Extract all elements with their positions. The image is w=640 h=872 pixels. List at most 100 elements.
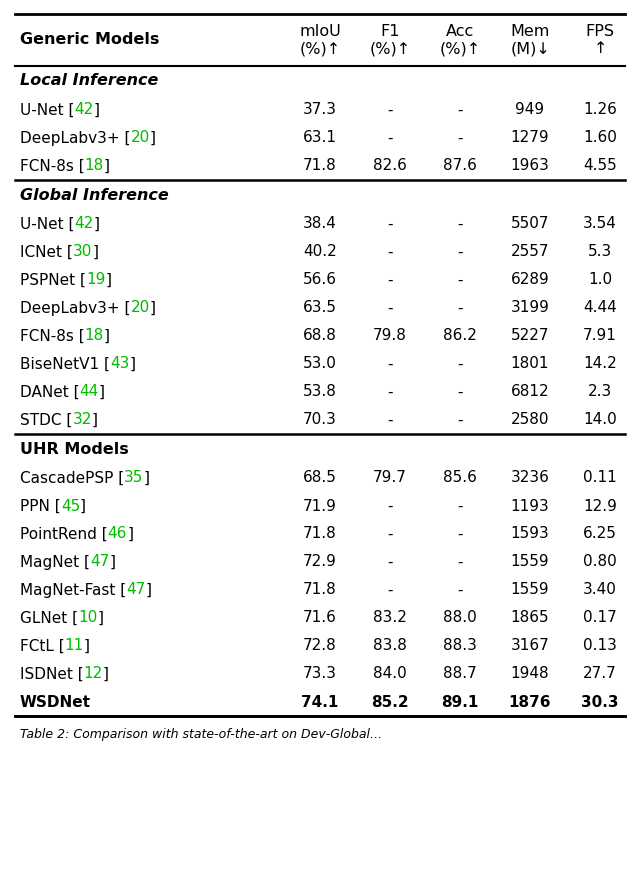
Text: ]: ] bbox=[103, 666, 109, 682]
Text: 3.54: 3.54 bbox=[583, 216, 617, 231]
Text: 43: 43 bbox=[110, 357, 129, 371]
Text: U-Net [: U-Net [ bbox=[20, 103, 74, 118]
Text: PSPNet [: PSPNet [ bbox=[20, 272, 86, 288]
Text: 71.8: 71.8 bbox=[303, 159, 337, 174]
Text: 70.3: 70.3 bbox=[303, 412, 337, 427]
Text: 47: 47 bbox=[90, 555, 109, 569]
Text: ]: ] bbox=[145, 582, 152, 597]
Text: 6.25: 6.25 bbox=[583, 527, 617, 542]
Text: -: - bbox=[457, 272, 463, 288]
Text: -: - bbox=[457, 385, 463, 399]
Text: -: - bbox=[387, 103, 393, 118]
Text: 4.55: 4.55 bbox=[583, 159, 617, 174]
Text: FCN-8s [: FCN-8s [ bbox=[20, 159, 84, 174]
Text: 30: 30 bbox=[73, 244, 92, 260]
Text: 1801: 1801 bbox=[511, 357, 549, 371]
Text: 85.6: 85.6 bbox=[443, 471, 477, 486]
Text: mIoU
(%)↑: mIoU (%)↑ bbox=[299, 24, 341, 56]
Text: -: - bbox=[387, 131, 393, 146]
Text: -: - bbox=[457, 244, 463, 260]
Text: 1.26: 1.26 bbox=[583, 103, 617, 118]
Text: 87.6: 87.6 bbox=[443, 159, 477, 174]
Text: Mem
(M)↓: Mem (M)↓ bbox=[510, 24, 550, 56]
Text: CascadePSP [: CascadePSP [ bbox=[20, 471, 124, 486]
Text: -: - bbox=[457, 412, 463, 427]
Text: 1.0: 1.0 bbox=[588, 272, 612, 288]
Text: 46: 46 bbox=[108, 527, 127, 542]
Text: 53.0: 53.0 bbox=[303, 357, 337, 371]
Text: 84.0: 84.0 bbox=[373, 666, 407, 682]
Text: 38.4: 38.4 bbox=[303, 216, 337, 231]
Text: 82.6: 82.6 bbox=[373, 159, 407, 174]
Text: 0.80: 0.80 bbox=[583, 555, 617, 569]
Text: 5507: 5507 bbox=[511, 216, 549, 231]
Text: ]: ] bbox=[150, 131, 156, 146]
Text: 10: 10 bbox=[78, 610, 97, 625]
Text: 18: 18 bbox=[84, 329, 104, 344]
Text: 68.5: 68.5 bbox=[303, 471, 337, 486]
Text: ]: ] bbox=[129, 357, 136, 371]
Text: 1193: 1193 bbox=[511, 499, 549, 514]
Text: F1
(%)↑: F1 (%)↑ bbox=[369, 24, 411, 56]
Text: 0.13: 0.13 bbox=[583, 638, 617, 653]
Text: -: - bbox=[387, 555, 393, 569]
Text: ]: ] bbox=[109, 555, 115, 569]
Text: 3236: 3236 bbox=[511, 471, 549, 486]
Text: 32: 32 bbox=[72, 412, 92, 427]
Text: ICNet [: ICNet [ bbox=[20, 244, 73, 260]
Text: -: - bbox=[387, 301, 393, 316]
Text: 1279: 1279 bbox=[511, 131, 549, 146]
Text: DANet [: DANet [ bbox=[20, 385, 79, 399]
Text: -: - bbox=[457, 527, 463, 542]
Text: ]: ] bbox=[104, 329, 110, 344]
Text: 83.8: 83.8 bbox=[373, 638, 407, 653]
Text: 63.5: 63.5 bbox=[303, 301, 337, 316]
Text: MagNet [: MagNet [ bbox=[20, 555, 90, 569]
Text: BiseNetV1 [: BiseNetV1 [ bbox=[20, 357, 110, 371]
Text: -: - bbox=[387, 385, 393, 399]
Text: FCtL [: FCtL [ bbox=[20, 638, 65, 653]
Text: 53.8: 53.8 bbox=[303, 385, 337, 399]
Text: 5.3: 5.3 bbox=[588, 244, 612, 260]
Text: Generic Models: Generic Models bbox=[20, 32, 159, 47]
Text: GLNet [: GLNet [ bbox=[20, 610, 78, 625]
Text: 4.44: 4.44 bbox=[583, 301, 617, 316]
Text: Local Inference: Local Inference bbox=[20, 73, 158, 88]
Text: -: - bbox=[457, 582, 463, 597]
Text: 30.3: 30.3 bbox=[581, 694, 619, 710]
Text: FCN-8s [: FCN-8s [ bbox=[20, 329, 84, 344]
Text: ]: ] bbox=[104, 159, 110, 174]
Text: 44: 44 bbox=[79, 385, 99, 399]
Text: -: - bbox=[457, 499, 463, 514]
Text: 1559: 1559 bbox=[511, 582, 549, 597]
Text: 18: 18 bbox=[84, 159, 104, 174]
Text: 0.17: 0.17 bbox=[583, 610, 617, 625]
Text: 1876: 1876 bbox=[509, 694, 551, 710]
Text: 1593: 1593 bbox=[511, 527, 549, 542]
Text: 12.9: 12.9 bbox=[583, 499, 617, 514]
Text: 73.3: 73.3 bbox=[303, 666, 337, 682]
Text: Acc
(%)↑: Acc (%)↑ bbox=[440, 24, 481, 56]
Text: 3.40: 3.40 bbox=[583, 582, 617, 597]
Text: 40.2: 40.2 bbox=[303, 244, 337, 260]
Text: ]: ] bbox=[80, 499, 86, 514]
Text: 56.6: 56.6 bbox=[303, 272, 337, 288]
Text: 74.1: 74.1 bbox=[301, 694, 339, 710]
Text: 7.91: 7.91 bbox=[583, 329, 617, 344]
Text: -: - bbox=[457, 103, 463, 118]
Text: ]: ] bbox=[93, 103, 100, 118]
Text: ]: ] bbox=[93, 216, 100, 231]
Text: 71.9: 71.9 bbox=[303, 499, 337, 514]
Text: 72.9: 72.9 bbox=[303, 555, 337, 569]
Text: 2580: 2580 bbox=[511, 412, 549, 427]
Text: -: - bbox=[387, 412, 393, 427]
Text: 20: 20 bbox=[131, 301, 150, 316]
Text: 1963: 1963 bbox=[511, 159, 549, 174]
Text: PPN [: PPN [ bbox=[20, 499, 61, 514]
Text: 1865: 1865 bbox=[511, 610, 549, 625]
Text: -: - bbox=[457, 216, 463, 231]
Text: PointRend [: PointRend [ bbox=[20, 527, 108, 542]
Text: Table 2: Comparison with state-of-the-art on Dev-Global...: Table 2: Comparison with state-of-the-ar… bbox=[20, 727, 382, 740]
Text: -: - bbox=[387, 244, 393, 260]
Text: 47: 47 bbox=[126, 582, 145, 597]
